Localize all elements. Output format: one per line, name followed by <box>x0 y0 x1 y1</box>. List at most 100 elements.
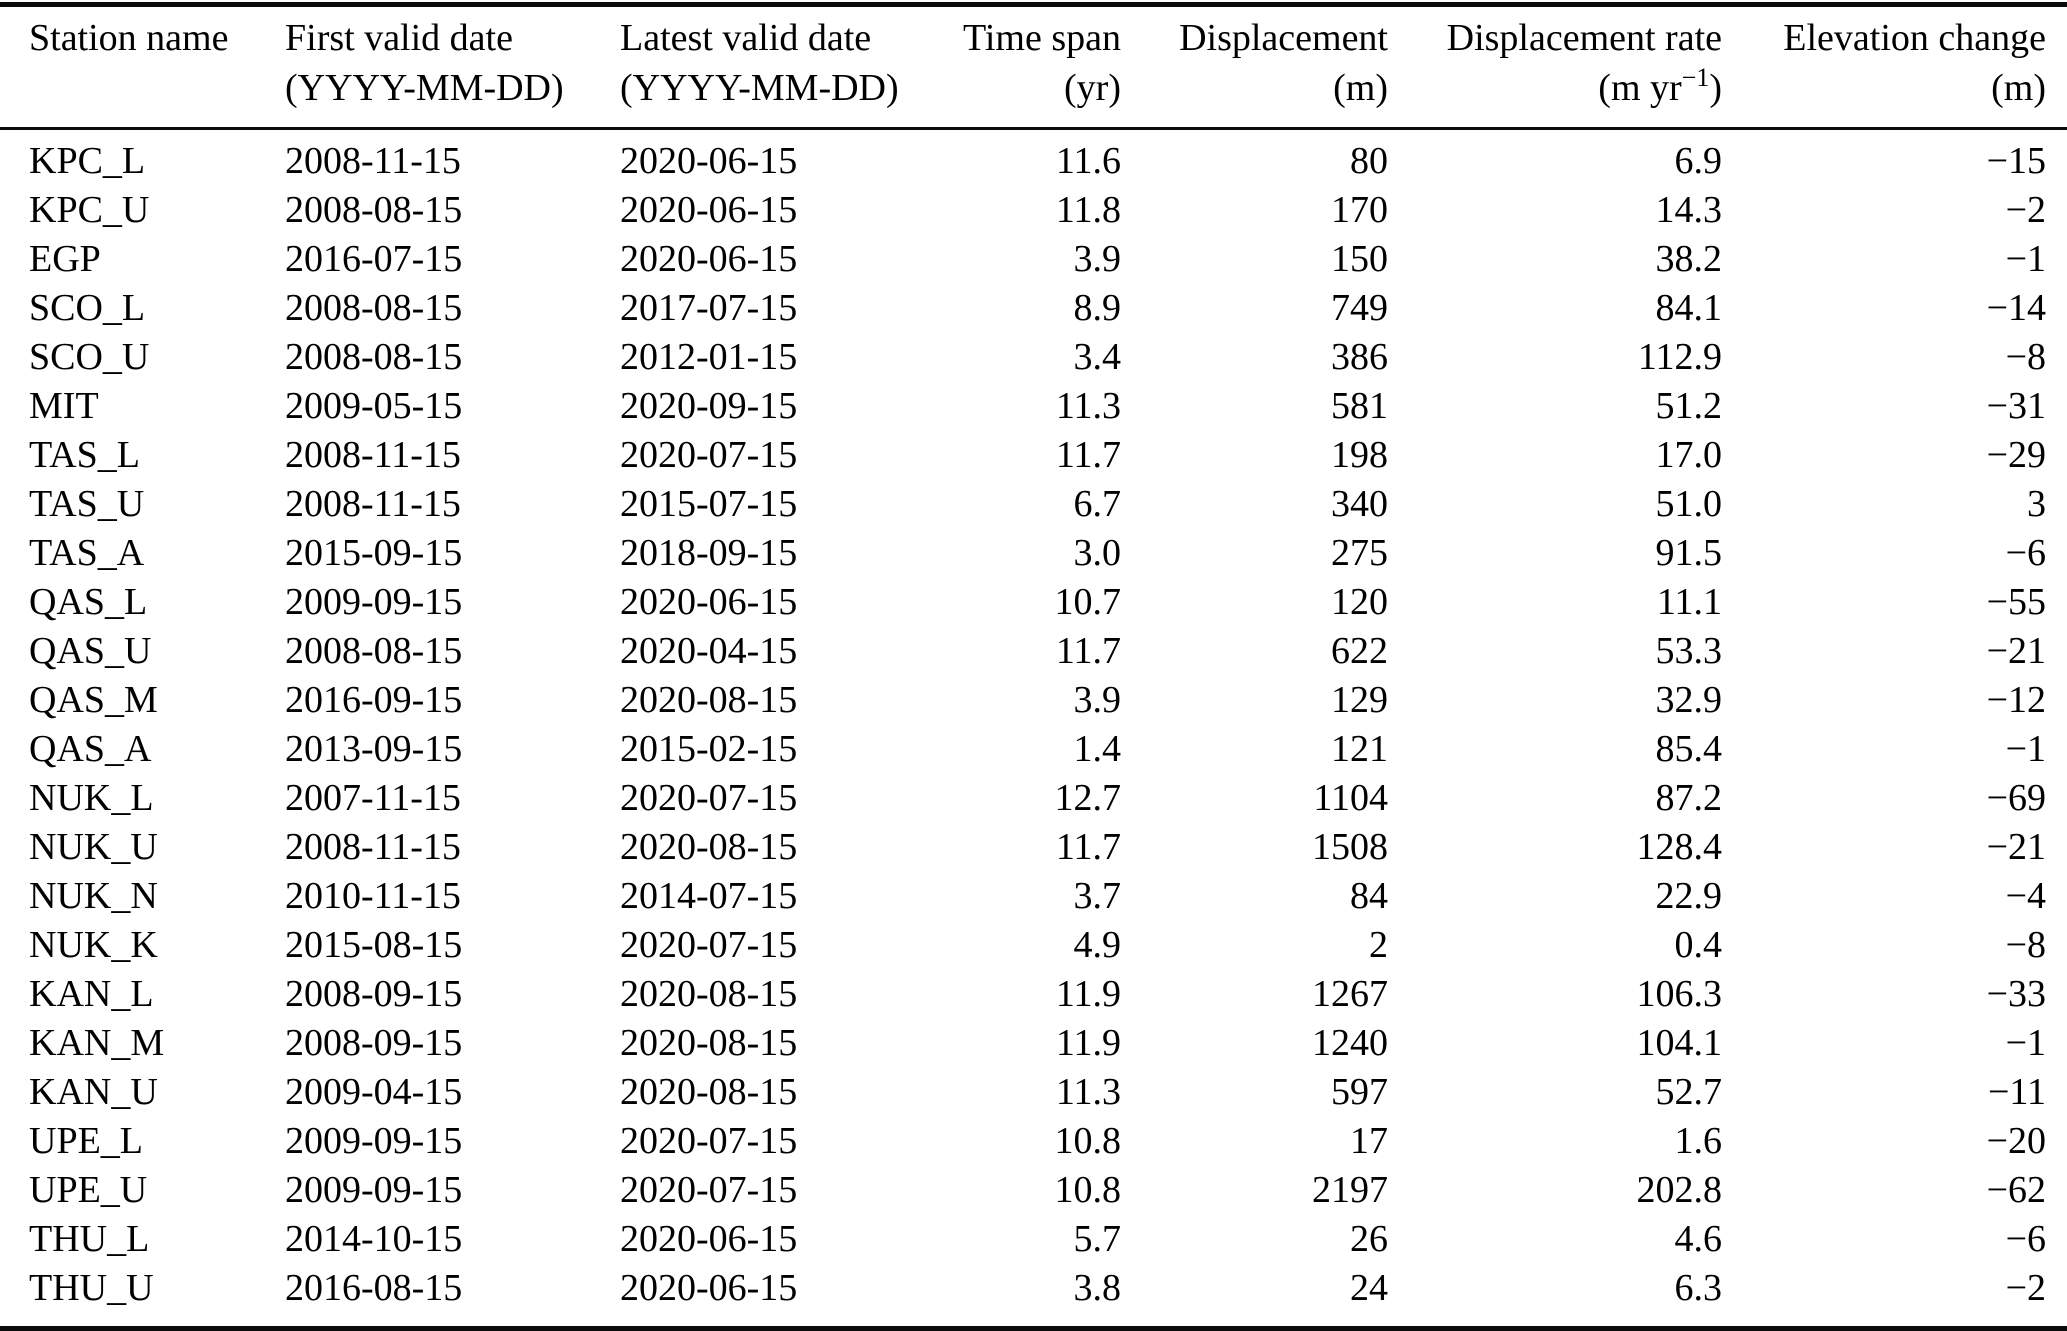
table-row: NUK_L 2007-11-15 2020-07-15 12.7 1104 87.2 −69 <box>0 774 2067 823</box>
cell-displacement_rate: 91.5 <box>1655 532 1723 574</box>
cell-first_valid_date: 2014-10-15 <box>285 1218 463 1260</box>
table-row: SCO_L 2008-08-15 2017-07-15 8.9 749 84.1 −14 <box>0 284 2067 333</box>
cell-first_valid_date: 2008-08-15 <box>285 287 463 329</box>
column-unit: (YYYY-MM-DD) <box>285 67 564 109</box>
table-row: KAN_M 2008-09-15 2020-08-15 11.9 1240 104.1 −1 <box>0 1019 2067 1068</box>
table-row: THU_L 2014-10-15 2020-06-15 5.7 26 4.6 −6 <box>0 1215 2067 1264</box>
cell-elevation_change: −1 <box>2005 728 2046 770</box>
column-label: Displacement rate <box>1446 17 1722 59</box>
cell-time_span: 3.0 <box>1073 532 1122 574</box>
cell-time_span: 10.8 <box>1054 1169 1122 1211</box>
cell-elevation_change: −31 <box>1986 385 2046 427</box>
cell-first_valid_date: 2008-08-15 <box>285 189 463 231</box>
cell-time_span: 8.9 <box>1073 287 1122 329</box>
cell-time_span: 11.7 <box>1055 434 1121 476</box>
cell-displacement_rate: 4.6 <box>1674 1218 1723 1260</box>
table-row: SCO_U 2008-08-15 2012-01-15 3.4 386 112.9 −8 <box>0 333 2067 382</box>
cell-elevation_change: 3 <box>2027 483 2046 525</box>
cell-displacement: 1508 <box>1312 826 1388 868</box>
cell-station_name: THU_L <box>29 1218 150 1260</box>
cell-first_valid_date: 2015-08-15 <box>285 924 463 966</box>
table-row: KAN_U 2009-04-15 2020-08-15 11.3 597 52.7 −11 <box>0 1068 2067 1117</box>
cell-first_valid_date: 2008-11-15 <box>285 434 461 476</box>
column-header-displacement-rate: Displacement rate (m yr−1) <box>1390 5 1725 129</box>
cell-first_valid_date: 2008-11-15 <box>285 140 461 182</box>
cell-latest_valid_date: 2020-07-15 <box>620 924 798 966</box>
cell-latest_valid_date: 2020-07-15 <box>620 1169 798 1211</box>
cell-station_name: QAS_A <box>29 728 152 770</box>
cell-displacement: 84 <box>1350 875 1388 917</box>
cell-first_valid_date: 2008-09-15 <box>285 973 463 1015</box>
table-row: UPE_U 2009-09-15 2020-07-15 10.8 2197 202.8 −6… <box>0 1166 2067 1215</box>
table-row: KPC_U 2008-08-15 2020-06-15 11.8 170 14.3 −2 <box>0 186 2067 235</box>
cell-time_span: 11.7 <box>1055 630 1121 672</box>
column-label: Latest valid date <box>620 17 872 59</box>
cell-elevation_change: −6 <box>2005 1218 2046 1260</box>
column-unit: (m yr−1) <box>1598 63 1722 110</box>
cell-displacement_rate: 6.9 <box>1674 140 1723 182</box>
cell-displacement: 80 <box>1350 140 1388 182</box>
table-row: NUK_U 2008-11-15 2020-08-15 11.7 1508 128.4 −2… <box>0 823 2067 872</box>
cell-displacement_rate: 22.9 <box>1655 875 1723 917</box>
table-row: NUK_N 2010-11-15 2014-07-15 3.7 84 22.9 −4 <box>0 872 2067 921</box>
cell-time_span: 3.9 <box>1073 679 1122 721</box>
cell-latest_valid_date: 2018-09-15 <box>620 532 798 574</box>
cell-first_valid_date: 2008-11-15 <box>285 826 461 868</box>
column-header-elevation-change: Elevation change (m) <box>1725 5 2067 129</box>
cell-displacement_rate: 112.9 <box>1637 336 1722 378</box>
cell-first_valid_date: 2009-09-15 <box>285 581 463 623</box>
table-row: THU_U 2016-08-15 2020-06-15 3.8 24 6.3 −2 <box>0 1264 2067 1329</box>
cell-station_name: KPC_L <box>29 140 146 182</box>
column-unit: (m) <box>1333 67 1388 109</box>
cell-time_span: 3.4 <box>1073 336 1122 378</box>
cell-first_valid_date: 2008-08-15 <box>285 630 463 672</box>
table-row: UPE_L 2009-09-15 2020-07-15 10.8 17 1.6 −20 <box>0 1117 2067 1166</box>
cell-latest_valid_date: 2020-06-15 <box>620 140 798 182</box>
column-header-displacement: Displacement (m) <box>1128 5 1390 129</box>
cell-time_span: 11.7 <box>1055 826 1121 868</box>
table-row: KPC_L 2008-11-15 2020-06-15 11.6 80 6.9 −15 <box>0 129 2067 187</box>
cell-displacement_rate: 0.4 <box>1674 924 1723 966</box>
column-label: Time span <box>962 17 1121 59</box>
cell-first_valid_date: 2015-09-15 <box>285 532 463 574</box>
cell-latest_valid_date: 2020-07-15 <box>620 1120 798 1162</box>
cell-latest_valid_date: 2020-06-15 <box>620 189 798 231</box>
cell-elevation_change: −1 <box>2005 238 2046 280</box>
cell-station_name: QAS_M <box>29 679 158 721</box>
cell-displacement_rate: 38.2 <box>1655 238 1723 280</box>
cell-station_name: TAS_A <box>29 532 145 574</box>
cell-displacement: 581 <box>1331 385 1388 427</box>
table-row: NUK_K 2015-08-15 2020-07-15 4.9 2 0.4 −8 <box>0 921 2067 970</box>
cell-first_valid_date: 2013-09-15 <box>285 728 463 770</box>
cell-displacement_rate: 53.3 <box>1655 630 1723 672</box>
cell-displacement_rate: 6.3 <box>1674 1267 1723 1309</box>
cell-latest_valid_date: 2020-08-15 <box>620 973 798 1015</box>
cell-station_name: UPE_L <box>29 1120 143 1162</box>
cell-elevation_change: −4 <box>2005 875 2046 917</box>
cell-displacement_rate: 128.4 <box>1636 826 1723 868</box>
cell-time_span: 11.9 <box>1055 1022 1121 1064</box>
column-header-station-name: Station name <box>0 5 270 129</box>
table-row: TAS_A 2015-09-15 2018-09-15 3.0 275 91.5 −6 <box>0 529 2067 578</box>
cell-elevation_change: −20 <box>1986 1120 2046 1162</box>
cell-station_name: SCO_L <box>29 287 146 329</box>
cell-elevation_change: −29 <box>1986 434 2046 476</box>
cell-first_valid_date: 2008-09-15 <box>285 1022 463 1064</box>
cell-time_span: 10.7 <box>1054 581 1122 623</box>
cell-first_valid_date: 2008-08-15 <box>285 336 463 378</box>
cell-station_name: THU_U <box>29 1267 154 1309</box>
cell-latest_valid_date: 2012-01-15 <box>620 336 798 378</box>
cell-displacement: 198 <box>1331 434 1388 476</box>
cell-station_name: KAN_M <box>29 1022 165 1064</box>
cell-latest_valid_date: 2020-08-15 <box>620 1022 798 1064</box>
cell-displacement_rate: 14.3 <box>1655 189 1723 231</box>
cell-latest_valid_date: 2015-02-15 <box>620 728 798 770</box>
cell-latest_valid_date: 2017-07-15 <box>620 287 798 329</box>
cell-station_name: TAS_L <box>29 434 140 476</box>
cell-displacement: 622 <box>1331 630 1388 672</box>
cell-latest_valid_date: 2020-08-15 <box>620 679 798 721</box>
cell-elevation_change: −62 <box>1986 1169 2046 1211</box>
cell-latest_valid_date: 2020-07-15 <box>620 777 798 819</box>
cell-displacement_rate: 32.9 <box>1655 679 1723 721</box>
